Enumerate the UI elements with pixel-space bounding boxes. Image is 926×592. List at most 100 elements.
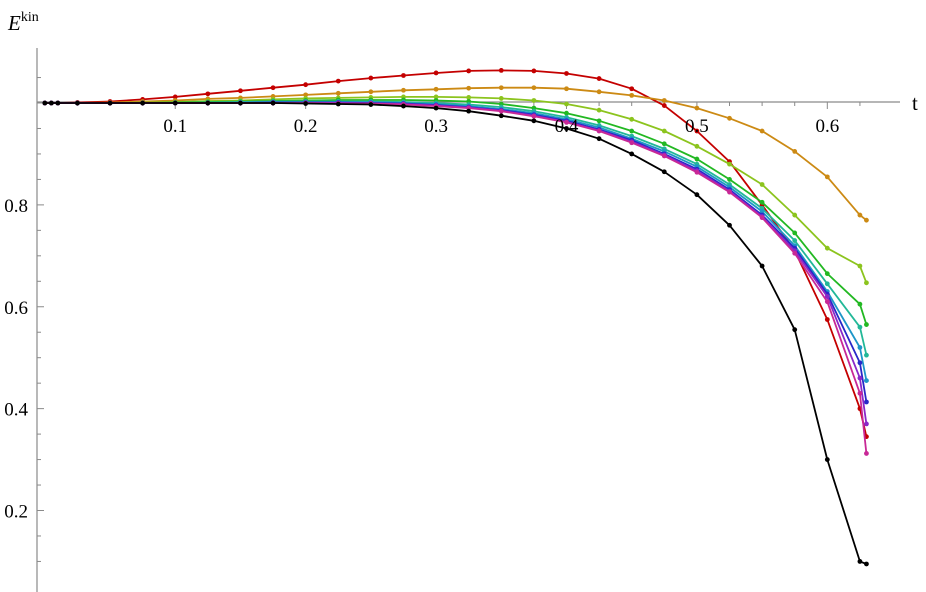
data-point <box>238 88 243 94</box>
data-point <box>564 86 569 92</box>
data-point <box>661 98 667 103</box>
data-point <box>629 140 635 146</box>
data-point <box>564 126 569 131</box>
data-point <box>857 360 863 366</box>
data-point <box>857 375 863 381</box>
data-point <box>466 95 472 100</box>
data-point <box>498 85 504 91</box>
data-point <box>759 182 765 187</box>
data-point <box>564 110 569 116</box>
ticks <box>37 77 861 562</box>
series-9 <box>42 100 869 456</box>
data-point <box>596 107 602 113</box>
data-point <box>661 128 667 134</box>
data-point <box>498 96 504 101</box>
data-point <box>824 294 830 299</box>
data-point <box>864 352 869 358</box>
data-point <box>857 345 863 350</box>
series-line <box>44 102 868 454</box>
data-point <box>238 100 243 106</box>
data-point <box>857 390 863 396</box>
y-tick-label: 0.8 <box>4 196 28 217</box>
data-point <box>531 98 537 103</box>
data-point <box>433 105 439 111</box>
series-8 <box>42 100 869 427</box>
data-point <box>864 217 869 223</box>
data-point <box>727 177 732 182</box>
data-point <box>596 89 602 95</box>
data-point <box>864 378 869 384</box>
y-tick-label: 0.6 <box>4 298 28 319</box>
data-point <box>48 100 54 106</box>
data-point <box>498 113 504 119</box>
data-point <box>303 92 309 98</box>
data-point <box>205 91 211 97</box>
data-point <box>824 317 830 322</box>
data-point <box>596 136 602 142</box>
data-point <box>759 199 765 205</box>
data-point <box>172 94 178 100</box>
data-point <box>335 101 341 107</box>
data-point <box>564 119 569 125</box>
data-point <box>531 118 537 124</box>
data-point <box>864 451 869 456</box>
data-point <box>857 559 863 564</box>
data-point <box>368 75 374 81</box>
data-point <box>694 105 700 111</box>
data-point <box>596 76 602 81</box>
data-point <box>824 281 830 287</box>
data-point <box>727 222 732 228</box>
data-point <box>531 113 537 119</box>
data-point <box>792 327 798 333</box>
data-point <box>596 128 602 134</box>
data-point <box>466 68 472 74</box>
series-10 <box>42 100 869 567</box>
data-point <box>661 153 667 159</box>
y-tick-label: 0.4 <box>4 400 28 421</box>
data-point <box>466 85 472 91</box>
data-point <box>498 68 504 73</box>
data-point <box>335 78 341 84</box>
series-line <box>44 101 868 403</box>
data-point <box>727 115 732 121</box>
y-axis-title-main: E <box>7 11 21 35</box>
series-6 <box>42 99 869 384</box>
data-point <box>864 399 869 405</box>
data-point <box>335 90 341 96</box>
x-axis-title: t <box>912 91 918 115</box>
series-7 <box>42 100 869 405</box>
data-point <box>661 141 667 147</box>
data-point <box>792 250 798 256</box>
data-point <box>792 149 798 154</box>
data-point <box>107 100 113 106</box>
data-point <box>466 108 472 114</box>
data-point <box>857 324 863 330</box>
data-point <box>368 89 374 95</box>
data-point <box>629 116 635 122</box>
data-point <box>401 73 406 78</box>
x-tick-label: 0.6 <box>815 116 839 137</box>
data-point <box>433 70 439 76</box>
data-point <box>140 100 146 106</box>
data-point <box>824 245 830 251</box>
data-point <box>824 271 830 277</box>
data-point <box>694 192 700 198</box>
data-point <box>661 103 667 108</box>
data-point <box>824 299 830 305</box>
data-point <box>531 85 537 91</box>
data-point <box>303 82 309 88</box>
data-point <box>864 561 869 567</box>
data-point <box>75 100 80 106</box>
data-point <box>857 301 863 307</box>
data-point <box>55 100 61 106</box>
data-point <box>857 212 863 218</box>
data-point <box>857 263 863 269</box>
data-point <box>629 128 635 134</box>
data-point <box>694 143 700 149</box>
data-point <box>270 100 276 106</box>
data-point <box>205 100 211 106</box>
x-tick-label: 0.2 <box>294 116 318 137</box>
y-axis-title-superscript: kin <box>21 10 39 25</box>
data-point <box>564 101 569 107</box>
